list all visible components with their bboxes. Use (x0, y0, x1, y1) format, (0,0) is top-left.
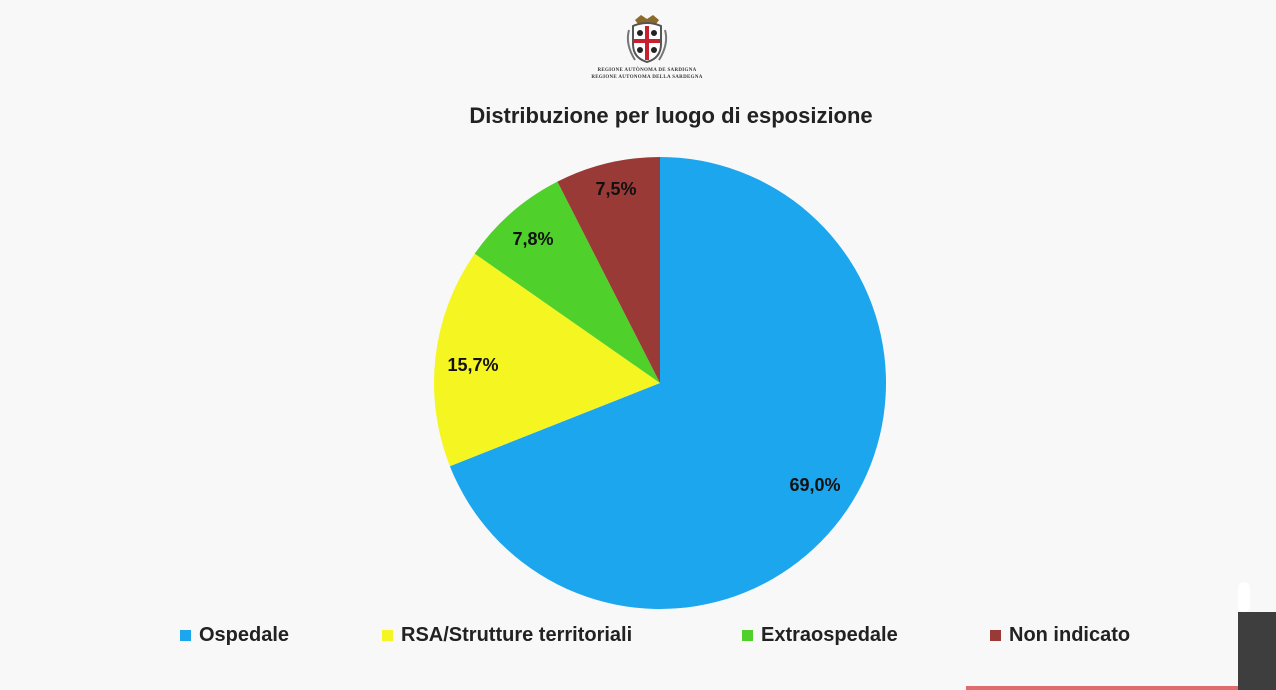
legend-swatch (742, 629, 753, 641)
pie-slice-rsa-strutture-territoriali (434, 253, 660, 467)
pie-slice-ospedale (449, 157, 886, 609)
legend-item: Ospedale (180, 622, 289, 648)
slice-data-label: 69,0% (789, 475, 840, 495)
bottom-progress-line (966, 686, 1238, 690)
corner-panel (1238, 612, 1276, 690)
pie-slice-extraospedale (474, 181, 660, 383)
legend-swatch (180, 629, 191, 641)
slice-data-label: 7,8% (512, 229, 553, 249)
logo-text-line1: REGIONE AUTÒNOMA DE SARDIGNA (597, 68, 697, 73)
legend-label: Non indicato (1009, 623, 1131, 646)
legend-label: RSA/Strutture territoriali (401, 623, 633, 646)
coat-of-arms-icon (626, 15, 668, 64)
legend-item: Non indicato (990, 622, 1130, 648)
corner-decoration (1238, 582, 1250, 612)
legend-swatch (382, 629, 393, 641)
legend-label: Extraospedale (761, 623, 898, 646)
legend-label: Ospedale (199, 623, 290, 646)
chart-title: Distribuzione per luogo di esposizione (469, 103, 873, 128)
chart-legend: Ospedale RSA/Strutture territoriali Extrao… (0, 622, 1276, 648)
pie-slice-non-indicato (557, 157, 660, 383)
legend-swatch (990, 629, 1001, 641)
slice-data-label: 15,7% (447, 355, 498, 375)
legend-item: RSA/Strutture territoriali (382, 622, 632, 648)
region-logo: REGIONE AUTÒNOMA DE SARDIGNA REGIONE AUT… (585, 12, 709, 84)
legend-item: Extraospedale (742, 622, 898, 648)
slice-data-label: 7,5% (595, 179, 636, 199)
logo-text-line2: REGIONE AUTONOMA DELLA SARDEGNA (591, 75, 703, 80)
